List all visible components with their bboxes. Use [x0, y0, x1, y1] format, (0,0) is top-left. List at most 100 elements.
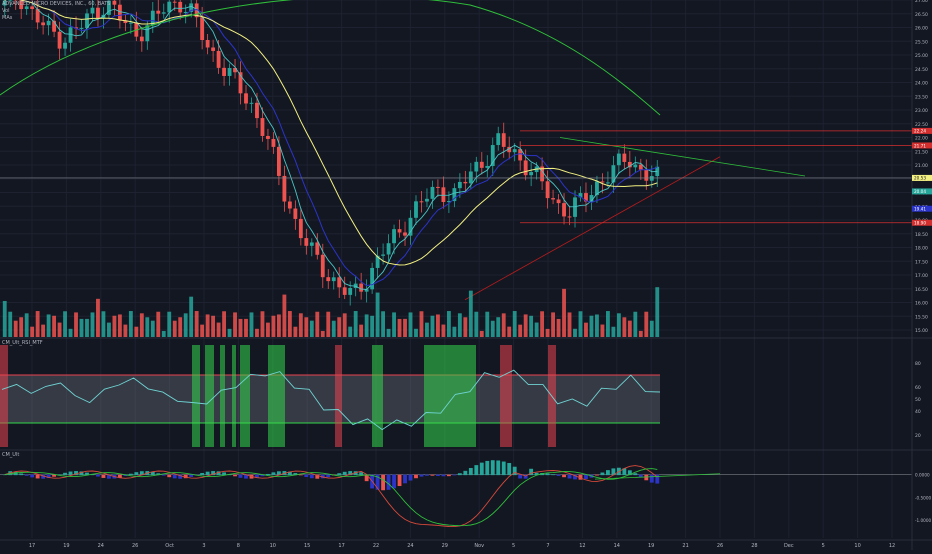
- macd-histogram-bar: [96, 475, 100, 477]
- macd-histogram-bar: [233, 475, 237, 477]
- candle-body: [414, 201, 418, 218]
- volume-bar: [80, 319, 84, 337]
- volume-bar: [425, 323, 429, 337]
- y-tick-label: 15.00: [915, 328, 928, 334]
- volume-bar: [557, 319, 561, 337]
- volume-bar: [595, 314, 599, 337]
- volume-bar: [47, 314, 51, 337]
- volume-bar: [376, 293, 380, 337]
- candle-body: [277, 147, 281, 176]
- volume-bar: [507, 327, 511, 337]
- volume-bar: [189, 297, 193, 337]
- x-tick-label: 5: [822, 543, 825, 549]
- y-tick-label: 24.50: [915, 67, 928, 73]
- x-tick-label: 7: [546, 543, 549, 549]
- candle-body: [633, 165, 637, 168]
- volume-bar: [58, 323, 62, 337]
- volume-bar: [162, 331, 166, 337]
- candle-body: [91, 8, 95, 14]
- macd-histogram-bar: [595, 475, 599, 476]
- volume-bar: [447, 311, 451, 337]
- volume-bar: [244, 319, 248, 337]
- macd-histogram-bar: [173, 475, 177, 479]
- volume-bar: [326, 312, 330, 337]
- candle-body: [359, 284, 363, 292]
- macd-histogram-bar: [343, 472, 347, 475]
- candle-body: [370, 268, 374, 289]
- volume-bar: [8, 312, 12, 337]
- x-tick-label: 8: [237, 543, 240, 549]
- y-tick-label: 17.00: [915, 273, 928, 279]
- macd-histogram-bar: [601, 473, 605, 476]
- macd-histogram-bar: [518, 475, 522, 479]
- mas-label: MAs: [2, 15, 12, 21]
- candle-body: [513, 149, 517, 152]
- macd-histogram-bar: [491, 460, 495, 475]
- candle-body: [211, 47, 215, 50]
- candle-body: [617, 154, 621, 166]
- price-tag-label: 20.04: [914, 189, 926, 194]
- macd-histogram-bar: [189, 475, 193, 477]
- volume-bar: [573, 329, 577, 337]
- candle-body: [398, 229, 402, 232]
- volume-bar: [343, 313, 347, 337]
- volume-bar: [233, 312, 237, 337]
- y-tick-label: 21.50: [915, 149, 928, 155]
- macd-histogram-bar: [425, 475, 429, 476]
- macd-histogram-bar: [562, 475, 566, 478]
- volume-bar: [25, 313, 29, 337]
- candle-body: [167, 2, 171, 13]
- volume-bar: [496, 317, 500, 337]
- candle-body: [47, 21, 51, 25]
- macd-histogram-bar: [458, 473, 462, 475]
- price-tag-label: 22.24: [914, 129, 926, 134]
- volume-bar: [321, 331, 325, 337]
- x-tick-label: 17: [338, 543, 344, 549]
- macd-histogram-bar: [644, 475, 648, 481]
- candle-body: [480, 162, 484, 168]
- candle-body: [381, 255, 385, 256]
- volume-bar: [579, 311, 583, 337]
- candle-body: [310, 242, 314, 245]
- y-tick-label: 16.50: [915, 287, 928, 293]
- symbol-title: ADVANCED MICRO DEVICES, INC., 60, BATS: [2, 1, 110, 7]
- macd-histogram-bar: [502, 462, 506, 476]
- macd-histogram-bar: [310, 475, 314, 479]
- volume-bar: [381, 311, 385, 337]
- y-tick-label: 18.50: [915, 232, 928, 238]
- volume-bar: [272, 316, 276, 337]
- volume-bar: [288, 311, 292, 337]
- rsi-signal-zone: [424, 345, 476, 447]
- rsi-signal-zone: [232, 345, 236, 447]
- volume-bar: [370, 316, 374, 337]
- volume-bar: [167, 312, 171, 337]
- volume-bar: [91, 312, 95, 337]
- macd-histogram-bar: [633, 473, 637, 475]
- volume-bar: [359, 325, 363, 337]
- volume-bar: [277, 314, 281, 337]
- candle-body: [441, 187, 445, 202]
- candle-body: [425, 199, 429, 202]
- x-tick-label: Dec: [784, 543, 794, 549]
- macd-histogram-bar: [36, 475, 40, 479]
- volume-bar: [310, 321, 314, 337]
- macd-histogram-bar: [19, 474, 23, 476]
- candle-body: [261, 118, 265, 136]
- y-tick-label: 16.00: [915, 301, 928, 307]
- macd-histogram-bar: [584, 475, 588, 479]
- x-tick-label: 24: [407, 543, 413, 549]
- volume-bar: [173, 321, 177, 337]
- macd-histogram-bar: [304, 475, 308, 477]
- volume-bar: [480, 331, 484, 337]
- candle-body: [173, 2, 177, 3]
- macd-histogram-bar: [474, 465, 478, 475]
- y-tick-label: 18.00: [915, 246, 928, 252]
- macd-histogram-bar: [30, 475, 34, 478]
- volume-bar: [332, 321, 336, 337]
- volume-bar: [639, 331, 643, 337]
- y-tick-label: 23.00: [915, 108, 928, 114]
- volume-bar: [315, 312, 319, 337]
- volume-bar: [19, 317, 23, 337]
